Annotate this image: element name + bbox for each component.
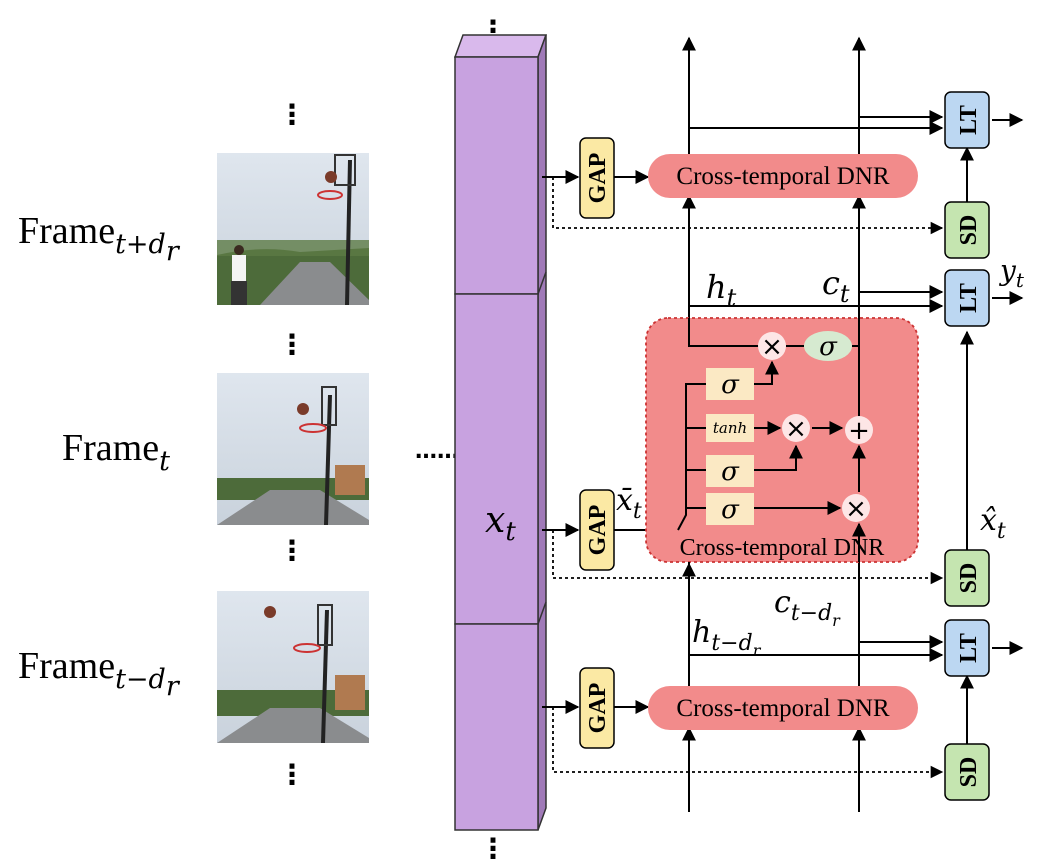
gate-tanh: tanh [706,414,754,442]
svg-text:LT: LT [956,105,982,135]
sd-box-mid: SD [944,549,990,607]
svg-text:SD: SD [956,757,982,788]
dots-mid1: ⋮ [278,328,306,361]
op-times-mid: × [782,414,810,444]
lt-box-mid: LT [944,269,990,327]
svg-text:GAP: GAP [585,683,611,734]
svg-text:Cross-temporal DNR: Cross-temporal DNR [676,163,889,190]
frame-label-minus: Framet−dr [18,645,181,702]
frame-label-plus: Framet+dr [18,210,181,267]
dnr-bottom: Cross-temporal DNR [648,686,918,730]
gap-box-top: GAP [579,137,615,219]
label-c-prev: ct−dr [774,585,841,630]
dots-bottom: ⋮ [278,758,306,791]
sigma-ellipse: σ [804,331,852,362]
svg-text:SD: SD [956,215,982,246]
gap-box-mid: GAP [579,489,615,571]
gap-box-bottom: GAP [579,667,615,749]
label-c-t: ct [822,264,850,308]
lt-box-top: LT [944,91,990,149]
svg-text:+: + [848,416,870,446]
lt-box-bottom: LT [944,619,990,677]
dots-mid2: ⋮ [278,534,306,567]
dots-top: ⋮ [278,98,306,131]
svg-text:×: × [785,414,807,444]
gate-sigma-3: σ [706,493,754,525]
svg-text:×: × [761,332,783,362]
frame-image-plus [217,153,369,306]
frame-labels: Framet+dr Framet Framet−dr [18,210,181,702]
label-h-t: ht [706,268,737,312]
svg-text:LT: LT [956,283,982,313]
svg-text:σ: σ [819,332,838,362]
horizontal-ellipsis: …… [415,439,459,464]
svg-text:Cross-temporal DNR: Cross-temporal DNR [676,695,889,722]
op-times-bottom: × [842,494,870,524]
gate-sigma-2: σ [706,455,754,487]
dnr-top: Cross-temporal DNR [648,154,918,198]
svg-text:LT: LT [956,633,982,663]
feature-x-t-label: xt [485,500,516,547]
dots-feature-bottom: ⋮ [479,832,507,865]
frame-image-minus [217,591,369,744]
frame-label-current: Framet [62,427,170,477]
label-xbar-t: x̄t [616,483,642,524]
svg-text:GAP: GAP [585,153,611,204]
sd-box-top: SD [944,201,990,259]
expanded-dnr-label: Cross-temporal DNR [680,535,885,561]
label-xhat-t: x̂t [980,503,1006,544]
svg-text:σ: σ [721,457,740,487]
svg-text:×: × [845,494,867,524]
op-times-top: × [758,332,786,362]
label-y-t: yt [998,254,1025,292]
feature-column [453,34,548,831]
sd-box-bottom: SD [944,743,990,801]
svg-text:σ: σ [721,495,740,525]
label-h-prev: ht−dr [692,615,762,660]
op-plus: + [845,416,873,446]
svg-text:SD: SD [956,563,982,594]
svg-text:GAP: GAP [585,505,611,556]
svg-text:σ: σ [721,370,740,400]
frame-image-current [217,373,369,526]
gate-sigma-1: σ [706,368,754,400]
svg-text:tanh: tanh [713,419,747,437]
